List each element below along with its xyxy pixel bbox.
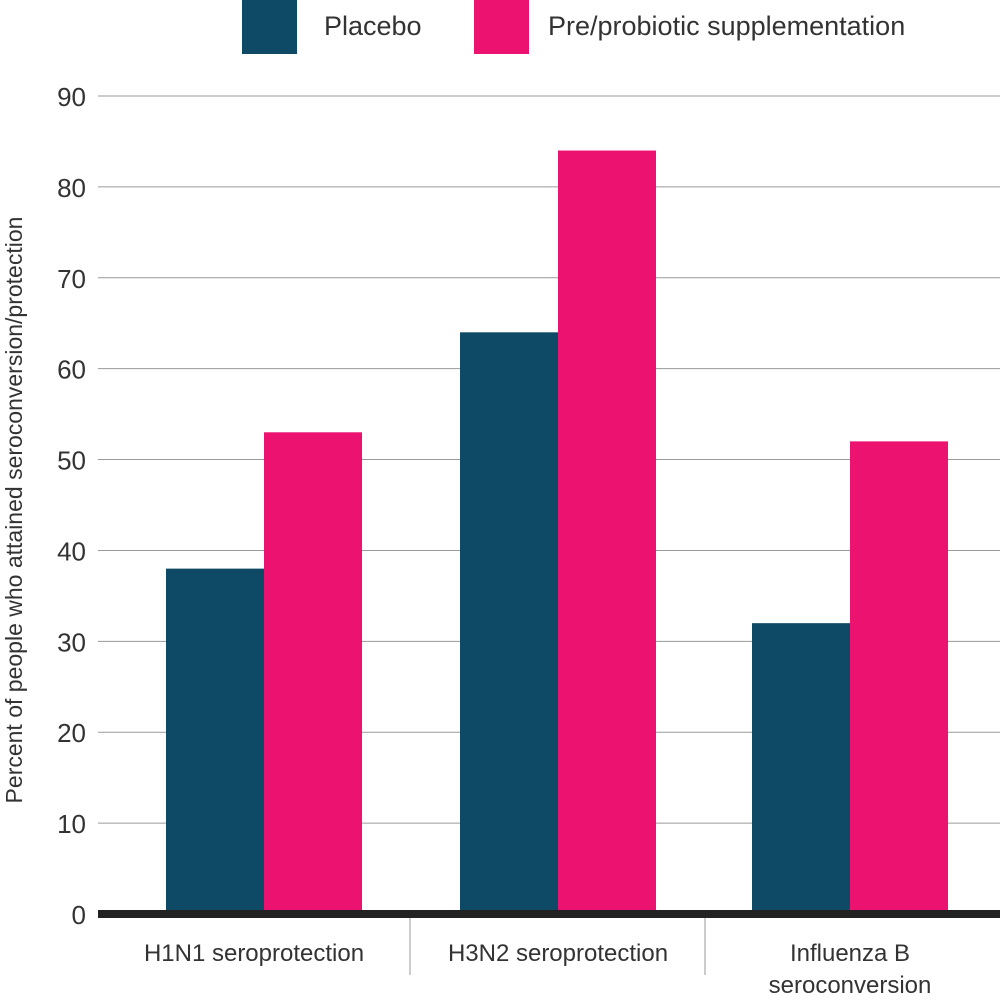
y-tick-label: 90 bbox=[57, 82, 86, 112]
y-tick-label: 20 bbox=[57, 718, 86, 748]
y-tick-label: 60 bbox=[57, 355, 86, 385]
bar-probiotic bbox=[264, 432, 362, 914]
bar-placebo bbox=[752, 623, 850, 914]
y-tick-label: 0 bbox=[72, 900, 86, 930]
bar-placebo bbox=[166, 568, 264, 914]
y-axis-label: Percent of people who attained seroconve… bbox=[1, 217, 27, 804]
bar-probiotic bbox=[850, 441, 948, 914]
legend-label: Pre/probiotic supplementation bbox=[548, 11, 905, 41]
y-tick-label: 10 bbox=[57, 809, 86, 839]
x-axis-baseline bbox=[98, 910, 1000, 918]
y-tick-label: 70 bbox=[57, 264, 86, 294]
legend: Placebo Pre/probiotic supplementation bbox=[242, 0, 905, 54]
y-tick-label: 40 bbox=[57, 536, 86, 566]
axes: 0 10 20 30 40 50 60 70 80 90 H1N1 seroprotection H3… bbox=[57, 82, 1000, 999]
x-tick-label: seroconversion bbox=[769, 972, 932, 999]
y-tick-label: 30 bbox=[57, 627, 86, 657]
bar-placebo bbox=[460, 332, 558, 914]
x-tick-label: H3N2 seroprotection bbox=[448, 940, 668, 967]
bar-probiotic bbox=[558, 150, 656, 915]
y-tick-label: 80 bbox=[57, 173, 86, 203]
bars bbox=[166, 150, 948, 915]
x-tick-label: Influenza B bbox=[790, 940, 910, 967]
legend-label: Placebo bbox=[324, 11, 422, 41]
x-tick-label: H1N1 seroprotection bbox=[144, 940, 364, 967]
legend-swatch bbox=[242, 0, 297, 54]
legend-swatch bbox=[474, 0, 529, 54]
y-tick-label: 50 bbox=[57, 446, 86, 476]
